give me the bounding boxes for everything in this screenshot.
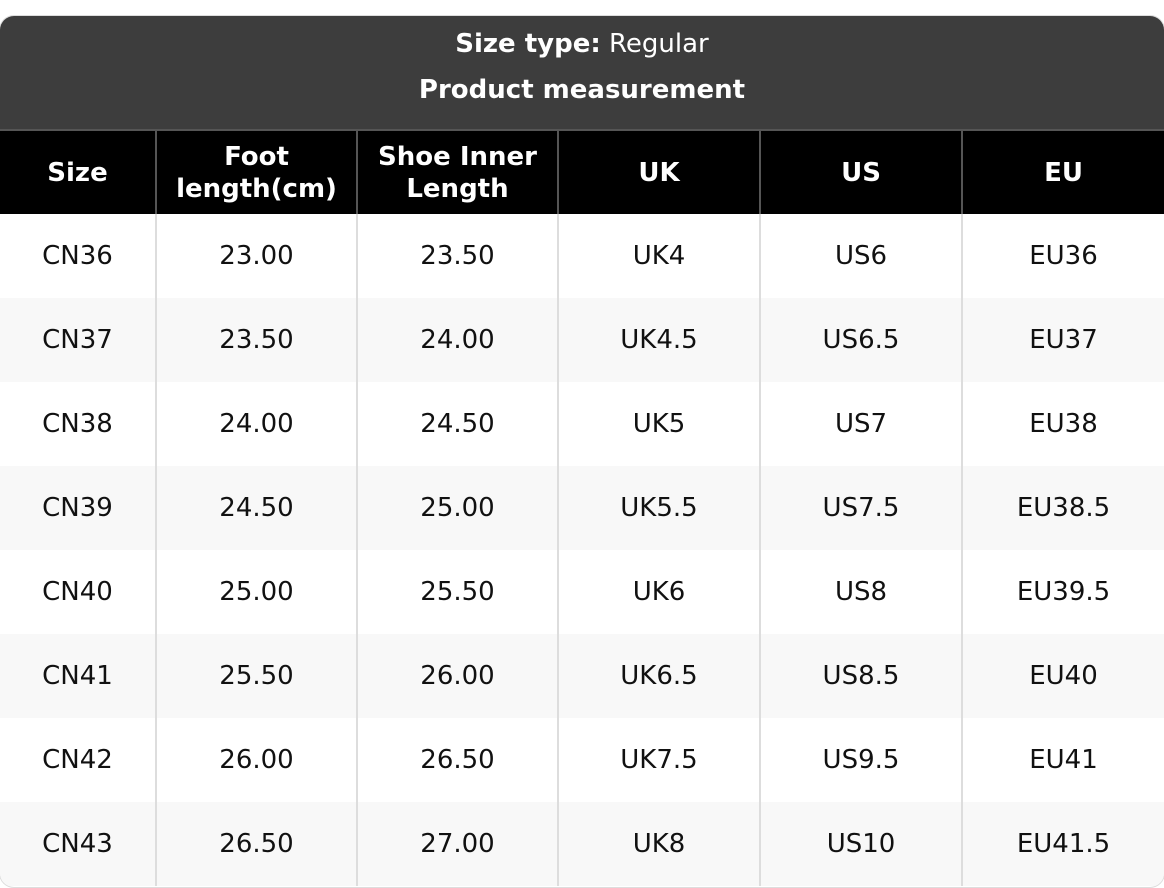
table-cell: 26.50 <box>155 802 356 886</box>
table-cell: US8 <box>759 550 961 634</box>
column-header: US <box>759 129 961 214</box>
table-cell: US7 <box>759 382 961 466</box>
table-cell: CN36 <box>42 241 113 271</box>
size-table: Size Foot length(cm) Shoe Inner Length UK US… <box>0 129 1164 886</box>
table-cell: CN42 <box>42 745 113 775</box>
column-header: Foot length(cm) <box>155 129 356 214</box>
table-cell: EU38.5 <box>961 466 1164 550</box>
size-type-label: Size type: <box>455 29 601 59</box>
table-cell: UK7.5 <box>557 718 759 802</box>
table-cell: UK5.5 <box>557 466 759 550</box>
table-cell: UK4 <box>557 214 759 298</box>
table-cell: CN43 <box>0 802 155 886</box>
table-cell: CN37 <box>0 298 155 382</box>
table-cell: EU39.5 <box>961 550 1164 634</box>
table-cell: EU37 <box>961 298 1164 382</box>
table-cell: 27.00 <box>356 802 557 886</box>
table-cell: 23.50 <box>155 298 356 382</box>
table-cell: 24.50 <box>356 382 557 466</box>
table-cell: EU41 <box>961 718 1164 802</box>
table-cell: 23.50 <box>356 214 557 298</box>
table-cell: 24.00 <box>155 382 356 466</box>
table-cell: UK6.5 <box>557 634 759 718</box>
table-cell: US6 <box>759 214 961 298</box>
table-cell: 23.00 <box>155 214 356 298</box>
table-cell: US7.5 <box>759 466 961 550</box>
table-cell: 26.00 <box>155 718 356 802</box>
table-cell: EU38 <box>961 382 1164 466</box>
table-cell: UK8 <box>557 802 759 886</box>
size-chart: Size type: Regular Product measurement S… <box>0 16 1164 887</box>
column-header: Size <box>0 129 155 214</box>
table-cell: 26.50 <box>356 718 557 802</box>
table-cell: UK4.5 <box>557 298 759 382</box>
table-cell: UK5 <box>557 382 759 466</box>
table-cell: 25.50 <box>356 550 557 634</box>
table-cell: EU41.5 <box>961 802 1164 886</box>
table-cell: 25.50 <box>155 634 356 718</box>
table-cell: EU40 <box>961 634 1164 718</box>
table-cell: CN40 <box>42 577 113 607</box>
table-cell: CN38 <box>42 409 113 439</box>
column-header: Shoe Inner Length <box>356 129 557 214</box>
table-cell: 24.50 <box>155 466 356 550</box>
table-cell: EU36 <box>961 214 1164 298</box>
size-type: Size type: Regular <box>0 16 1164 73</box>
title-bar: Size type: Regular Product measurement <box>0 16 1164 129</box>
table-cell: CN39 <box>0 466 155 550</box>
table-cell: 24.00 <box>356 298 557 382</box>
subtitle: Product measurement <box>418 75 746 105</box>
table-cell: CN41 <box>0 634 155 718</box>
table-cell: US8.5 <box>759 634 961 718</box>
column-header: EU <box>961 129 1164 214</box>
table-cell: 25.00 <box>356 466 557 550</box>
table-cell: 25.00 <box>155 550 356 634</box>
table-cell: US6.5 <box>759 298 961 382</box>
column-header: UK <box>557 129 759 214</box>
table-cell: 26.00 <box>356 634 557 718</box>
table-cell: US9.5 <box>759 718 961 802</box>
table-cell: UK6 <box>557 550 759 634</box>
table-cell: US10 <box>759 802 961 886</box>
size-type-value: Regular <box>609 29 709 59</box>
